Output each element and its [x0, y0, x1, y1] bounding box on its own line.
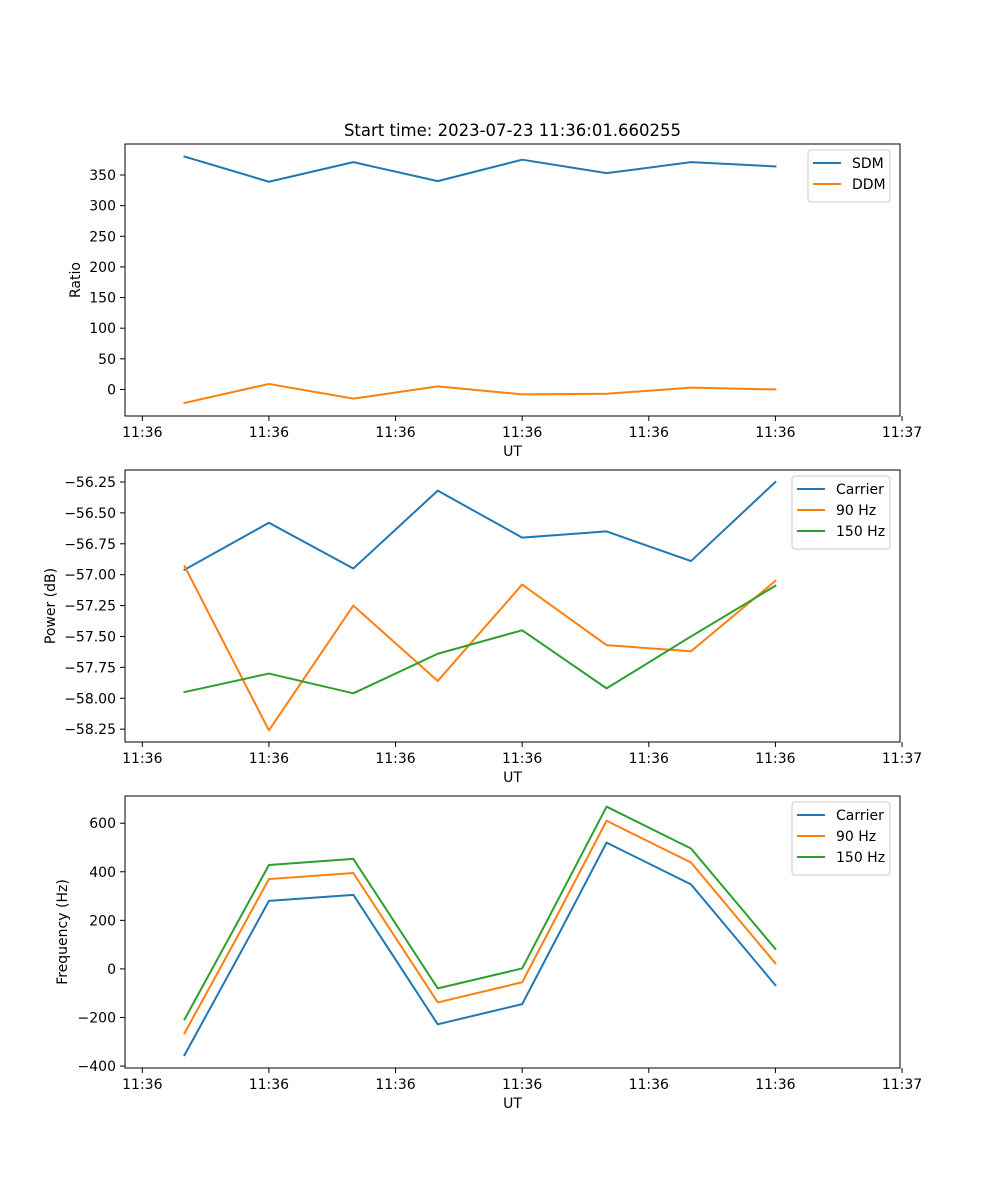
x-tick-label: 11:36 [755, 751, 795, 767]
series-line-sdm [183, 155, 777, 183]
legend: Carrier 90 Hz 150 Hz [791, 475, 891, 550]
x-tick-label: 11:36 [629, 751, 669, 767]
y-tick-label: 350 [89, 168, 116, 184]
y-tick-label: −57.00 [64, 568, 116, 584]
x-tick-label: 11:37 [882, 425, 922, 441]
x-tick-label: 11:36 [755, 425, 795, 441]
y-tick-label: 0 [107, 962, 116, 978]
chart-panel-3: 11:36 11:36 11:36 11:36 11:36 11:36 11:37 −400 −… [55, 795, 922, 1112]
y-tick-label: −200 [78, 1010, 116, 1026]
series-line-90-hz [183, 819, 777, 1035]
chart-title: Start time: 2023-07-23 11:36:01.660255 [344, 121, 681, 140]
series-line-carrier [183, 480, 777, 572]
y-tick-label: −400 [78, 1059, 116, 1075]
x-tick-label: 11:36 [502, 425, 542, 441]
y-tick-label: 0 [107, 382, 116, 398]
x-tick-label: 11:36 [502, 1077, 542, 1093]
x-tick-label: 11:36 [249, 751, 289, 767]
x-tick-label: 11:36 [375, 751, 415, 767]
y-tick-label: −56.50 [64, 506, 116, 522]
series-line-ddm [183, 382, 777, 405]
y-axis-label: Power (dB) [43, 568, 59, 644]
x-axis-label: UT [503, 1096, 522, 1112]
legend-label: 90 Hz [836, 829, 876, 845]
legend-label: 90 Hz [836, 503, 876, 519]
legend: Carrier 90 Hz 150 Hz [791, 801, 891, 876]
y-tick-label: 200 [89, 913, 116, 929]
x-axis-label: UT [503, 770, 522, 786]
y-tick-label: 50 [98, 352, 116, 368]
y-tick-label: −57.50 [64, 629, 116, 645]
x-tick-label: 11:36 [629, 425, 669, 441]
y-tick-label: −56.75 [64, 537, 116, 553]
series-line-150-hz [183, 584, 777, 695]
y-tick-label: 150 [89, 291, 116, 307]
x-tick-label: 11:36 [375, 1077, 415, 1093]
x-tick-label: 11:36 [755, 1077, 795, 1093]
x-tick-label: 11:36 [249, 1077, 289, 1093]
chart-panel-1: 11:36 11:36 11:36 11:36 11:36 11:36 11:37 0 50 10… [68, 143, 922, 460]
y-tick-label: −58.25 [64, 722, 116, 738]
legend-label: DDM [852, 177, 886, 193]
y-tick-label: 300 [89, 199, 116, 215]
x-tick-label: 11:36 [122, 751, 162, 767]
x-tick-label: 11:36 [122, 1077, 162, 1093]
y-tick-label: 200 [89, 260, 116, 276]
legend-label: SDM [852, 156, 884, 172]
y-tick-label: −57.75 [64, 660, 116, 676]
y-tick-label: −58.00 [64, 691, 116, 707]
x-tick-label: 11:36 [502, 751, 542, 767]
legend-label: 150 Hz [836, 524, 885, 540]
x-tick-label: 11:36 [375, 425, 415, 441]
y-tick-label: −56.25 [64, 475, 116, 491]
y-tick-label: −57.25 [64, 599, 116, 615]
axes-frame [124, 143, 901, 417]
chart-panel-2: 11:36 11:36 11:36 11:36 11:36 11:36 11:37 −58.2… [43, 469, 922, 786]
y-axis-label: Frequency (Hz) [55, 879, 71, 985]
x-tick-label: 11:37 [882, 751, 922, 767]
y-tick-label: 100 [89, 321, 116, 337]
x-tick-label: 11:36 [249, 425, 289, 441]
legend-label: Carrier [836, 482, 884, 498]
series-line-carrier [183, 841, 777, 1057]
legend-label: 150 Hz [836, 850, 885, 866]
legend-label: Carrier [836, 808, 884, 824]
x-tick-label: 11:37 [882, 1077, 922, 1093]
x-axis-label: UT [503, 444, 522, 460]
y-tick-label: 250 [89, 229, 116, 245]
axes-frame [124, 795, 901, 1069]
series-line-150-hz [183, 805, 777, 1021]
y-axis-label: Ratio [68, 262, 84, 298]
y-tick-label: 600 [89, 816, 116, 832]
legend: SDM DDM [807, 149, 891, 203]
x-tick-label: 11:36 [629, 1077, 669, 1093]
y-tick-label: 400 [89, 865, 116, 881]
series-line-90-hz [183, 564, 777, 732]
x-tick-label: 11:36 [122, 425, 162, 441]
